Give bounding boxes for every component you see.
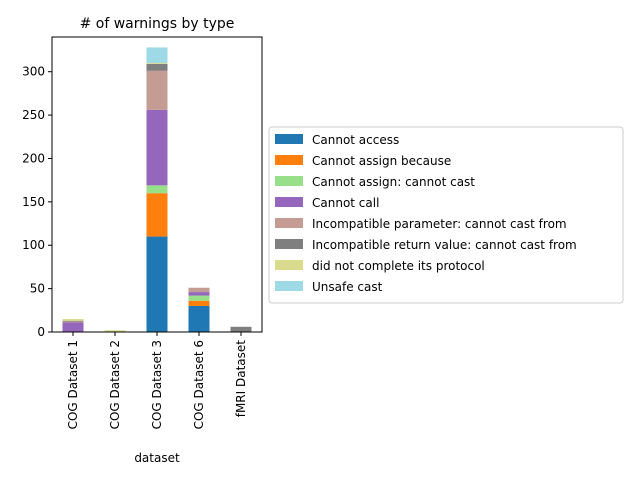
y-tick-label-200: 200 [22, 151, 45, 165]
chart-title: # of warnings by type [80, 16, 235, 32]
bar-cog-dataset-1-cannot-call [62, 322, 84, 332]
legend-label-cannot-access: Cannot access [312, 133, 399, 147]
bar-cog-dataset-3-incompatible-return-value-cannot-cast-from [146, 63, 168, 71]
bar-cog-dataset-3-cannot-assign-because [146, 193, 168, 237]
legend-label-cannot-call: Cannot call [312, 196, 379, 210]
y-tick-label-150: 150 [22, 195, 45, 209]
legend-label-incompatible-parameter-cannot-cast-from: Incompatible parameter: cannot cast from [312, 217, 567, 231]
legend-items: Cannot access Cannot assign because Cannot… [275, 133, 577, 294]
x-axis-label: dataset [134, 451, 180, 465]
legend-swatch-incompatible-parameter-cannot-cast-from [275, 218, 303, 228]
bar-cog-dataset-3-cannot-access [146, 236, 168, 332]
bar-cog-dataset-6-cannot-access [188, 305, 210, 332]
legend-swatch-did-not-complete-its-protocol [275, 260, 303, 270]
legend-label-did-not-complete-its-protocol: did not complete its protocol [312, 259, 485, 273]
bar-cog-dataset-6-cannot-assign-because [188, 300, 210, 306]
y-tick-label-0: 0 [37, 325, 45, 339]
legend-label-cannot-assign-cannot-cast: Cannot assign: cannot cast [312, 175, 475, 189]
legend-label-unsafe-cast: Unsafe cast [312, 280, 383, 294]
legend-swatch-cannot-access [275, 134, 303, 144]
bar-cog-dataset-1-incompatible-return-value-cannot-cast-from [62, 320, 84, 322]
bars-group [62, 47, 252, 332]
legend: Cannot access Cannot assign because Cannot… [268, 126, 624, 304]
legend-label-cannot-assign-because: Cannot assign because [312, 154, 451, 168]
x-tick-label-cog-dataset-2: COG Dataset 2 [108, 340, 122, 429]
bar-cog-dataset-1-did-not-complete-its-protocol [62, 318, 84, 321]
bar-cog-dataset-3-cannot-assign-cannot-cast [146, 185, 168, 194]
x-axis: COG Dataset 1 COG Dataset 2 COG Dataset 3 C… [66, 332, 248, 429]
legend-frame [268, 126, 624, 304]
bar-cog-dataset-3-did-not-complete-its-protocol [146, 63, 168, 64]
plot-frame [51, 36, 263, 333]
x-tick-label-fmri-dataset: fMRI Dataset [234, 340, 248, 418]
x-tick-label-cog-dataset-6: COG Dataset 6 [192, 340, 206, 429]
legend-swatch-cannot-call [275, 197, 303, 207]
x-tick-label-cog-dataset-1: COG Dataset 1 [66, 340, 80, 429]
legend-label-incompatible-return-value-cannot-cast-from: Incompatible return value: cannot cast f… [312, 238, 577, 252]
y-axis: 0 50 100 150 200 250 300 [22, 65, 52, 339]
y-tick-label-50: 50 [30, 282, 45, 296]
bar-cog-dataset-2-did-not-complete-its-protocol [104, 330, 126, 332]
y-tick-label-300: 300 [22, 65, 45, 79]
legend-swatch-unsafe-cast [275, 281, 303, 291]
legend-swatch-cannot-assign-because [275, 155, 303, 165]
bar-cog-dataset-3-cannot-call [146, 109, 168, 186]
y-tick-label-100: 100 [22, 238, 45, 252]
bar-cog-dataset-1-incompatible-parameter-cannot-cast-from [62, 321, 84, 323]
legend-swatch-incompatible-return-value-cannot-cast-from [275, 239, 303, 249]
bar-fmri-dataset-incompatible-return-value-cannot-cast-from [230, 326, 252, 332]
bar-cog-dataset-3-incompatible-parameter-cannot-cast-from [146, 70, 168, 110]
bar-cog-dataset-6-cannot-assign-cannot-cast [188, 295, 210, 301]
bar-cog-dataset-6-cannot-call [188, 292, 210, 296]
y-tick-label-250: 250 [22, 108, 45, 122]
bar-cog-dataset-6-incompatible-parameter-cannot-cast-from [188, 287, 210, 293]
legend-swatch-cannot-assign-cannot-cast [275, 176, 303, 186]
x-tick-label-cog-dataset-3: COG Dataset 3 [150, 340, 164, 429]
bar-cog-dataset-3-unsafe-cast [146, 47, 168, 64]
